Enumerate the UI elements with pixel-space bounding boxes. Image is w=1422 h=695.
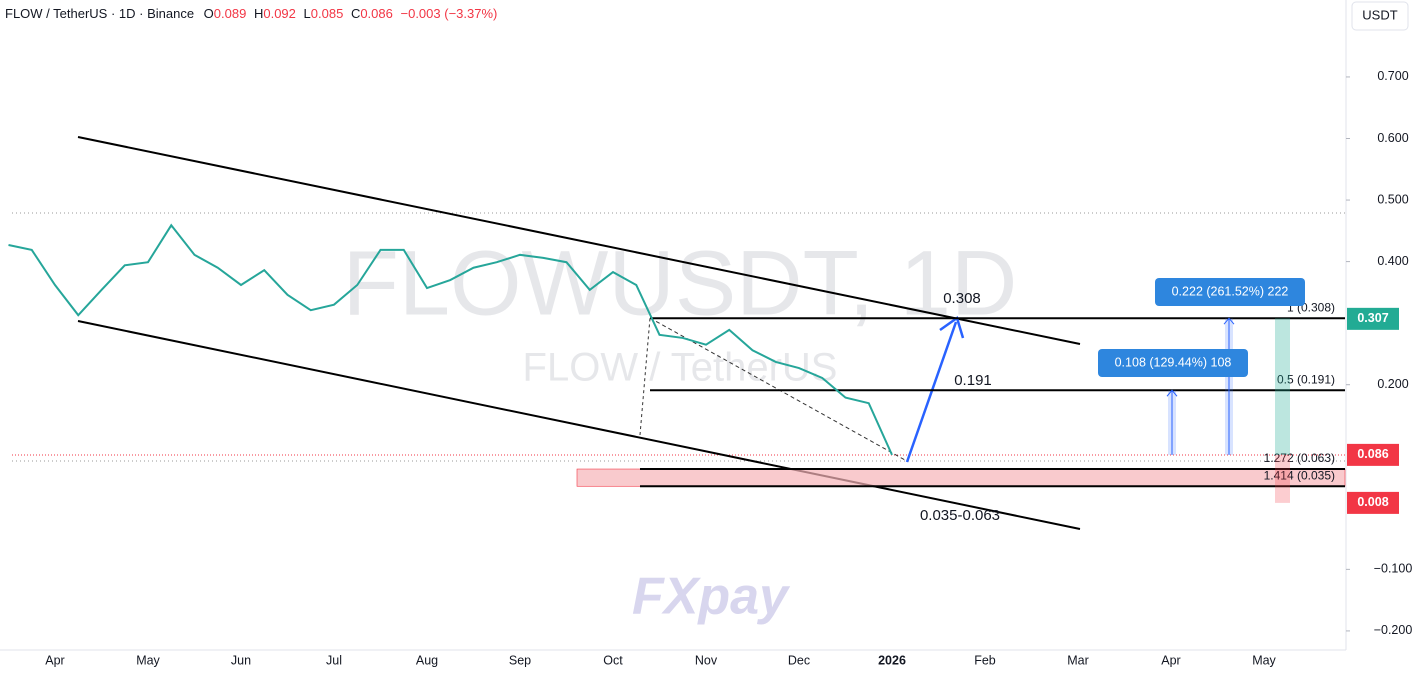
arrow-head [1223, 317, 1235, 325]
gain-zone [1275, 318, 1290, 455]
y-tick-label: 0.200 [1377, 377, 1408, 391]
measure-box [1098, 349, 1248, 377]
price-tag-label: 0.008 [1357, 495, 1388, 509]
level-label: 0.308 [943, 290, 981, 307]
price-tag [1347, 443, 1399, 466]
y-tick-label: 0.600 [1377, 131, 1408, 145]
price-tag [1347, 307, 1399, 330]
x-tick-label: Jun [231, 653, 251, 667]
price-tag-label: 0.307 [1357, 311, 1388, 325]
label: H [254, 6, 263, 21]
zone-label: 0.035-0.063 [920, 507, 1000, 524]
price-line [8, 223, 893, 456]
close: 0.086 [360, 6, 393, 21]
currency[interactable]: USDT [1362, 7, 1397, 22]
change: −0.003 (−3.37%) [401, 6, 498, 21]
x-tick-label: Apr [45, 653, 64, 667]
label: C [351, 6, 360, 21]
label: O [204, 6, 214, 21]
x-tick-label: Oct [603, 653, 623, 667]
fib-label: 1.272 (0.063) [1264, 451, 1335, 465]
y-tick-label: 0.700 [1377, 69, 1408, 83]
price-tag [1347, 491, 1399, 514]
x-tick-label: Feb [974, 653, 996, 667]
trend-dashed [639, 317, 651, 436]
x-tick-label: Nov [695, 653, 718, 667]
measure-label: 0.108 (129.44%) 108 [1115, 355, 1232, 369]
x-tick-label: Sep [509, 653, 531, 667]
low: 0.085 [311, 6, 344, 21]
measure-box [1155, 278, 1305, 306]
logo: FXpay [632, 568, 791, 626]
loss-zone [1275, 454, 1290, 503]
x-tick-label: Mar [1067, 653, 1089, 667]
currency-button[interactable] [1351, 1, 1409, 31]
x-tick-label: 2026 [878, 653, 906, 667]
header: FLOW / TetherUS · 1D · Binance O0.089 H0… [5, 6, 497, 21]
price-tag-label: 0.086 [1357, 447, 1388, 461]
arrow-head [1166, 389, 1178, 397]
open: 0.089 [214, 6, 247, 21]
x-tick-label: May [1252, 653, 1276, 667]
high: 0.092 [263, 6, 296, 21]
y-tick-label: −0.100 [1374, 562, 1413, 576]
symbol: FLOW / TetherUS · 1D · Binance [5, 6, 194, 21]
y-tick-label: −0.200 [1374, 623, 1413, 637]
support-zone [576, 468, 1346, 487]
x-tick-label: Dec [788, 653, 810, 667]
channel-top [77, 136, 1081, 345]
x-tick-label: Jul [326, 653, 342, 667]
projection-arrow [905, 321, 958, 463]
fib-label: 1.414 (0.035) [1264, 468, 1335, 482]
y-tick-label: 0.400 [1377, 254, 1408, 268]
watermark-sub: FLOW / TetherUS [523, 346, 838, 390]
label: L [304, 6, 311, 21]
x-tick-label: Apr [1161, 653, 1180, 667]
y-tick-label: 0.500 [1377, 192, 1408, 206]
fib-label: 0.5 (0.191) [1277, 372, 1335, 386]
x-tick-label: Aug [416, 653, 438, 667]
channel-bottom [77, 320, 1081, 530]
measure-label: 0.222 (261.52%) 222 [1172, 284, 1289, 298]
x-tick-label: May [136, 653, 160, 667]
level-label: 0.191 [954, 372, 992, 389]
